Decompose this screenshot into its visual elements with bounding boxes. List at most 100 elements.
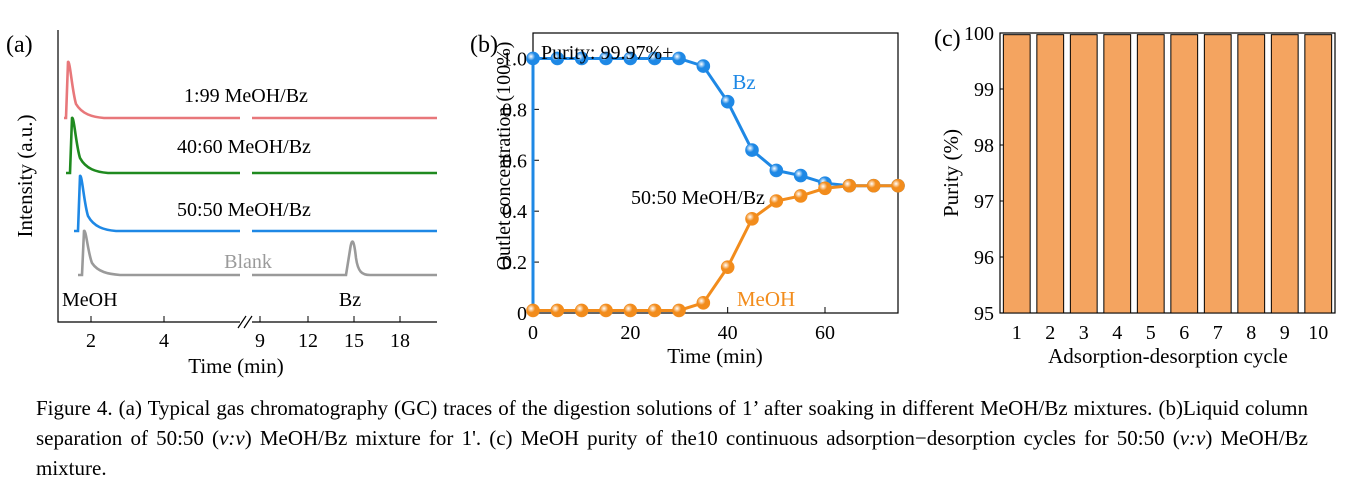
panel-a-traces [64, 60, 437, 277]
series-label-bz: Bz [732, 70, 755, 94]
figure-caption: Figure 4. (a) Typical gas chromatography… [36, 393, 1308, 483]
panel-c-ticks: 95 96 97 98 99 100 1 2 3 4 5 6 7 8 9 10 [964, 23, 1328, 344]
panel-c-xtick-label: 2 [1045, 322, 1055, 344]
annotation-purity: Purity: 99.97%+ [541, 42, 673, 64]
bar-cycle-5 [1136, 34, 1165, 314]
panel-c-xtick-label: 8 [1246, 322, 1256, 344]
panel-c-frame [999, 32, 1336, 314]
panel-a-axes [57, 30, 437, 323]
panel-b-ytick-label: 0 [517, 303, 527, 325]
bar-cycle-6 [1170, 34, 1199, 314]
point-meoh [818, 181, 832, 196]
panel-b-ytick-label: 0.4 [502, 201, 527, 223]
panel-b-column-separation: (b) Outlet concentration (100%) Time (mi… [470, 32, 905, 368]
panel-a-axis-break-gap [240, 312, 252, 332]
point-meoh [599, 303, 613, 318]
point-meoh [574, 303, 589, 318]
bar-cycle-3 [1069, 34, 1098, 314]
caption-part-3: ) MeOH/Bz mixture. [36, 426, 1308, 480]
panel-c-bars [1002, 34, 1333, 314]
point-meoh [526, 303, 540, 318]
panel-c-ytick-label: 95 [974, 303, 994, 325]
panel-c-xtick-label: 5 [1146, 322, 1156, 344]
point-meoh [793, 189, 808, 203]
panel-c-label: (c) [934, 26, 961, 52]
panel-c-xtick-label: 7 [1213, 322, 1223, 344]
point-bz [550, 51, 565, 66]
series-label-50-50: 50:50 MeOH/Bz [177, 199, 311, 221]
panel-b-series [526, 51, 905, 318]
point-meoh [891, 178, 905, 193]
panel-a-label: (a) [6, 32, 33, 58]
caption-ratio-2: v:v [1179, 426, 1206, 450]
series-label-40-60: 40:60 MeOH/Bz [177, 136, 311, 158]
panel-c-ytick-label: 99 [974, 79, 994, 101]
panel-a-xtick-label: 2 [86, 330, 96, 352]
point-meoh [745, 212, 759, 226]
panel-c-purity-cycles: (c) Purity (%) Adsorption-desorption cyc… [934, 23, 1336, 368]
panel-b-ytick-label: 0.6 [502, 150, 527, 172]
trace-1-99 [64, 60, 437, 120]
point-bz [574, 51, 589, 66]
point-bz [623, 51, 638, 66]
point-bz [720, 94, 735, 109]
panel-a-xlabel: Time (min) [188, 354, 283, 378]
panel-b-xtick-label: 0 [528, 322, 538, 344]
panel-a-gc-traces: (a) 2 4 9 12 15 18 Time (min) Intensity … [6, 30, 437, 378]
figure-4: (a) 2 4 9 12 15 18 Time (min) Intensity … [6, 23, 1336, 378]
point-bz [745, 143, 759, 157]
point-meoh [866, 178, 881, 193]
panel-b-ytick-label: 0.8 [502, 99, 527, 121]
panel-a-ylabel: Intensity (a.u.) [13, 114, 37, 237]
point-bz [526, 51, 540, 66]
bar-cycle-10 [1304, 34, 1333, 314]
panel-b-xlabel: Time (min) [667, 344, 762, 368]
panel-c-ytick-label: 98 [974, 135, 994, 157]
series-label-1-99: 1:99 MeOH/Bz [184, 85, 308, 107]
panel-b-ylabel: Outlet concentration (100%) [493, 42, 515, 271]
bar-cycle-8 [1237, 34, 1266, 314]
point-bz [599, 51, 613, 66]
annotation-bz: Bz [339, 289, 361, 311]
panel-c-xtick-label: 1 [1012, 322, 1022, 344]
trace-40-60 [66, 116, 437, 175]
panel-a-axis-break-mark [243, 315, 253, 329]
point-meoh [769, 194, 784, 208]
panel-c-xtick-label: 9 [1280, 322, 1290, 344]
panel-c-xtick-label: 10 [1308, 322, 1328, 344]
annotation-meoh: MeOH [62, 289, 118, 311]
panel-a-xtick-label: 4 [159, 330, 169, 352]
bar-cycle-7 [1203, 34, 1232, 314]
panel-b-ytick-label: 0.2 [502, 252, 527, 274]
bar-cycle-4 [1103, 34, 1132, 314]
panel-c-xlabel: Adsorption-desorption cycle [1048, 344, 1288, 368]
series-line-meoh [533, 184, 898, 312]
point-meoh [550, 303, 565, 318]
point-bz [769, 163, 784, 178]
series-label-blank: Blank [224, 251, 272, 273]
caption-part-2: ) MeOH/Bz mixture for 1'. (c) MeOH purit… [244, 426, 1180, 450]
point-meoh [672, 303, 686, 318]
panel-c-ylabel: Purity (%) [939, 129, 963, 217]
panel-a-axis-break-mark [237, 315, 247, 329]
point-bz [793, 168, 808, 183]
panel-c-xtick-label: 3 [1079, 322, 1089, 344]
point-meoh [623, 303, 638, 318]
panel-c-xtick-label: 4 [1112, 322, 1122, 344]
point-meoh [842, 178, 857, 193]
bar-cycle-1 [1002, 34, 1031, 314]
point-bz [696, 59, 711, 73]
point-meoh [720, 260, 735, 274]
panel-c-ytick-label: 97 [974, 191, 994, 213]
bar-cycle-2 [1036, 34, 1065, 314]
panel-b-label: (b) [470, 32, 498, 58]
panel-c-xtick-label: 6 [1179, 322, 1189, 344]
series-label-meoh: MeOH [737, 287, 795, 311]
point-bz [647, 51, 662, 66]
caption-ratio-1: v:v [219, 426, 245, 450]
panel-b-xtick-label: 40 [718, 322, 738, 344]
point-meoh [647, 303, 662, 318]
bar-cycle-9 [1270, 34, 1299, 314]
panel-a-xtick-label: 15 [344, 330, 364, 352]
panel-a-xtick-label: 9 [255, 330, 265, 352]
